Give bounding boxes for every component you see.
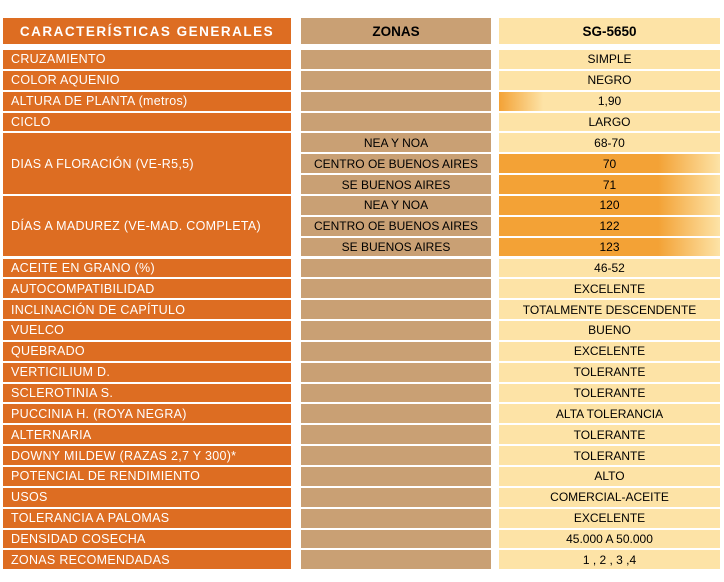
zone-cell: SE BUENOS AIRES <box>301 237 491 257</box>
row-label: COLOR AQUENIO <box>3 70 291 90</box>
zone-cell-empty <box>301 362 491 382</box>
value-cell: 120 <box>499 195 720 215</box>
value-cell: ALTO <box>499 467 720 486</box>
row-label: ALTERNARIA <box>3 425 291 445</box>
zone-cell-empty <box>301 321 491 340</box>
row-label: CRUZAMIENTO <box>3 50 291 69</box>
value-cell: NEGRO <box>499 70 720 90</box>
row-label: VUELCO <box>3 321 291 340</box>
value-cell: ALTA TOLERANCIA <box>499 404 720 424</box>
value-cell: 1 , 2 , 3 ,4 <box>499 550 720 570</box>
zone-cell-empty <box>301 70 491 90</box>
zone-cell: CENTRO OE BUENOS AIRES <box>301 216 491 236</box>
zone-cell-empty <box>301 425 491 445</box>
value-cell: 45.000 A 50.000 <box>499 529 720 549</box>
value-cell: TOLERANTE <box>499 362 720 382</box>
header-zonas: ZONAS <box>301 18 491 44</box>
value-cell: SIMPLE <box>499 50 720 69</box>
row-label: ACEITE EN GRANO (%) <box>3 258 291 278</box>
zone-cell: NEA Y NOA <box>301 195 491 215</box>
value-cell: TOLERANTE <box>499 446 720 465</box>
row-label: USOS <box>3 487 291 507</box>
value-cell: TOLERANTE <box>499 425 720 445</box>
row-label: POTENCIAL DE RENDIMIENTO <box>3 467 291 486</box>
value-cell: LARGO <box>499 112 720 132</box>
row-label: DOWNY MILDEW (RAZAS 2,7 Y 300)* <box>3 446 291 465</box>
row-label: DENSIDAD COSECHA <box>3 529 291 549</box>
zone-cell-empty <box>301 404 491 424</box>
zone-cell-empty <box>301 341 491 361</box>
value-cell: EXCELENTE <box>499 341 720 361</box>
zone-cell-empty <box>301 112 491 132</box>
value-cell: TOLERANTE <box>499 383 720 403</box>
row-label: ZONAS RECOMENDADAS <box>3 550 291 570</box>
zone-cell-empty <box>301 300 491 320</box>
zone-cell-empty <box>301 550 491 570</box>
zone-cell: CENTRO OE BUENOS AIRES <box>301 154 491 174</box>
zone-cell-empty <box>301 467 491 486</box>
row-label: INCLINACIÓN DE CAPÍTULO <box>3 300 291 320</box>
zone-cell-empty <box>301 487 491 507</box>
row-label: DÍAS A MADUREZ (VE-MAD. COMPLETA) <box>3 195 291 257</box>
zone-cell: SE BUENOS AIRES <box>301 175 491 194</box>
zone-cell-empty <box>301 91 491 111</box>
zone-cell-empty <box>301 529 491 549</box>
zone-cell: NEA Y NOA <box>301 133 491 153</box>
value-cell: COMERCIAL-ACEITE <box>499 487 720 507</box>
value-cell: 71 <box>499 175 720 194</box>
zone-cell-empty <box>301 446 491 465</box>
row-label: TOLERANCIA A PALOMAS <box>3 508 291 528</box>
row-label: DIAS A FLORACIÓN (VE-R5,5) <box>3 133 291 194</box>
value-cell: 1,90 <box>499 91 720 111</box>
value-cell: 123 <box>499 237 720 257</box>
header-variety: SG-5650 <box>499 18 720 44</box>
zone-cell-empty <box>301 279 491 299</box>
row-label: SCLEROTINIA S. <box>3 383 291 403</box>
value-cell: 46-52 <box>499 258 720 278</box>
value-cell: BUENO <box>499 321 720 340</box>
row-label: VERTICILIUM D. <box>3 362 291 382</box>
zone-cell-empty <box>301 50 491 69</box>
row-label: AUTOCOMPATIBILIDAD <box>3 279 291 299</box>
value-cell: TOTALMENTE DESCENDENTE <box>499 300 720 320</box>
value-cell: EXCELENTE <box>499 508 720 528</box>
header-caracteristicas: CARACTERÍSTICAS GENERALES <box>3 18 291 44</box>
value-cell: 68-70 <box>499 133 720 153</box>
row-label: PUCCINIA H. (ROYA NEGRA) <box>3 404 291 424</box>
zone-cell-empty <box>301 383 491 403</box>
row-label: QUEBRADO <box>3 341 291 361</box>
value-cell: 122 <box>499 216 720 236</box>
zone-cell-empty <box>301 508 491 528</box>
value-cell: EXCELENTE <box>499 279 720 299</box>
row-label: ALTURA DE PLANTA (metros) <box>3 91 291 111</box>
value-cell: 70 <box>499 154 720 174</box>
zone-cell-empty <box>301 258 491 278</box>
row-label: CICLO <box>3 112 291 132</box>
